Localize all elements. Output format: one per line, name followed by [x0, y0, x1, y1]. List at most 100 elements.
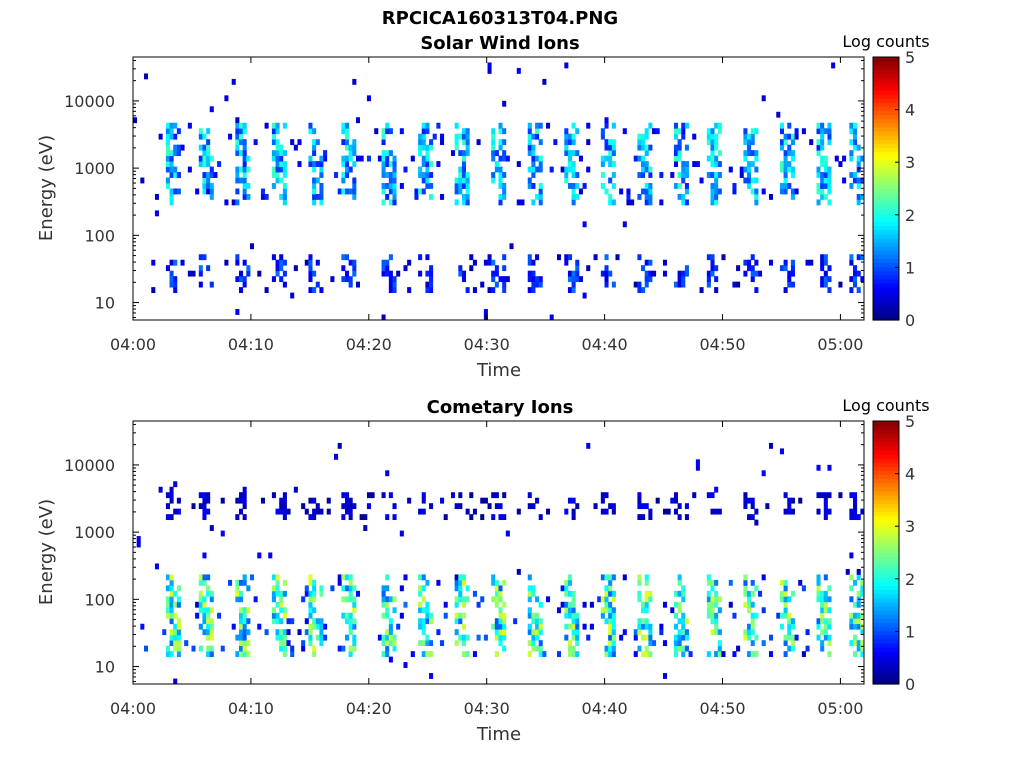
spectrogram-cell — [823, 161, 828, 167]
spectrogram-cell — [348, 503, 353, 510]
spectrogram-cell — [198, 607, 203, 614]
spectrogram-cell — [549, 314, 554, 321]
spectrogram-cell — [425, 634, 430, 641]
spectrogram-cell — [246, 265, 251, 272]
spectrogram-cell — [388, 172, 393, 178]
spectrogram-cell — [176, 634, 181, 641]
spectrogram-cell — [538, 199, 543, 206]
spectrogram-cell — [732, 612, 737, 619]
spectrogram-cell — [717, 645, 722, 652]
spectrogram-cell — [750, 270, 755, 277]
spectrogram-cell — [761, 470, 766, 477]
spectrogram-cell — [271, 596, 276, 603]
spectrogram-cell — [282, 193, 287, 200]
spectrogram-cell — [743, 585, 748, 592]
spectrogram-cell — [571, 183, 576, 189]
spectrogram-cell — [505, 276, 510, 283]
spectrogram-cell — [344, 128, 350, 135]
spectrogram-cell — [198, 645, 203, 652]
spectrogram-cell — [849, 172, 854, 178]
spectrogram-cell — [853, 177, 858, 184]
spectrogram-cell — [681, 276, 686, 283]
colorbar-swatch — [873, 274, 899, 280]
spectrogram-cell — [429, 161, 434, 167]
spectrogram-cell — [677, 155, 682, 162]
spectrogram-cell — [502, 276, 507, 283]
spectrogram-cell — [319, 640, 324, 647]
spectrogram-cell — [564, 144, 569, 151]
spectrogram-cell — [564, 139, 569, 146]
spectrogram-cell — [611, 508, 616, 515]
spectrogram-cell — [421, 640, 426, 647]
spectrogram-cell — [790, 188, 795, 195]
y-tick-label: 10000 — [64, 92, 115, 111]
colorbar-swatch — [873, 531, 899, 537]
spectrogram-cell — [604, 618, 609, 625]
spectrogram-cell — [385, 161, 390, 167]
spectrogram-cell — [641, 601, 646, 608]
spectrogram-cell — [388, 596, 393, 603]
spectrogram-cell — [790, 623, 795, 630]
spectrogram-cell — [575, 193, 580, 200]
spectrogram-cell — [275, 150, 280, 157]
spectrogram-cell — [312, 199, 317, 206]
spectrogram-cell — [359, 155, 364, 162]
spectrogram-cell — [443, 514, 448, 521]
x-tick-label: 04:20 — [346, 335, 392, 354]
spectrogram-cell — [352, 596, 357, 603]
spectrogram-cell — [535, 618, 540, 625]
colorbar-swatch — [873, 486, 899, 492]
spectrogram-cell — [173, 612, 178, 619]
spectrogram-cell — [169, 276, 174, 283]
colorbar-swatch — [873, 482, 899, 488]
spectrogram-cell — [315, 623, 320, 630]
spectrogram-cell — [750, 161, 755, 167]
spectrogram-cell — [209, 106, 214, 113]
spectrogram-cell — [465, 133, 470, 140]
spectrogram-cell — [673, 122, 678, 129]
spectrogram-cell — [381, 166, 386, 173]
spectrogram-cell — [206, 651, 211, 658]
spectrogram-cell — [491, 150, 496, 157]
spectrogram-cell — [717, 651, 722, 658]
colorbar-swatch — [873, 192, 899, 198]
spectrogram-cell — [315, 281, 320, 288]
colorbar-swatch — [873, 490, 899, 496]
spectrogram-cell — [575, 128, 580, 135]
spectrogram-cell — [304, 629, 309, 636]
spectrogram-cell — [198, 133, 203, 140]
spectrogram-cell — [644, 596, 649, 603]
spectrogram-cell — [388, 199, 393, 206]
spectrogram-cell — [853, 503, 858, 510]
spectrogram-cell — [604, 596, 609, 603]
spectrogram-cell — [191, 503, 196, 510]
spectrogram-cell — [348, 166, 353, 173]
spectrogram-cell — [429, 270, 434, 277]
spectrogram-cell — [816, 464, 821, 471]
spectrogram-cell — [677, 574, 682, 581]
spectrogram-cell — [213, 172, 218, 178]
spectrogram-cell — [538, 166, 543, 173]
spectrogram-cell — [820, 128, 825, 135]
spectrogram-cell — [418, 166, 423, 173]
x-tick-label: 04:10 — [228, 699, 274, 718]
spectrogram-cell — [677, 128, 682, 135]
spectrogram-cell — [717, 596, 722, 603]
spectrogram-cell — [173, 281, 178, 288]
spectrogram-cell — [429, 183, 434, 189]
spectrogram-cell — [527, 122, 532, 129]
spectrogram-cell — [827, 623, 832, 630]
spectrogram-cell — [480, 281, 485, 288]
spectrogram-cell — [538, 645, 543, 652]
spectrogram-cell — [527, 623, 532, 630]
spectrogram-cell — [644, 601, 649, 608]
spectrogram-cell — [531, 281, 536, 288]
spectrogram-cell — [206, 629, 211, 636]
spectrogram-cell — [169, 629, 174, 636]
axes-solar-wind: 04:00 04:10 04:20 04:30 04:40 04:50 05:0010100… — [64, 57, 864, 354]
colorbar-tick-label: 0 — [905, 675, 915, 694]
spectrogram-cell — [494, 651, 499, 658]
colorbar-swatch — [873, 77, 899, 83]
spectrogram-cell — [611, 281, 616, 288]
spectrogram-cell — [239, 612, 244, 619]
